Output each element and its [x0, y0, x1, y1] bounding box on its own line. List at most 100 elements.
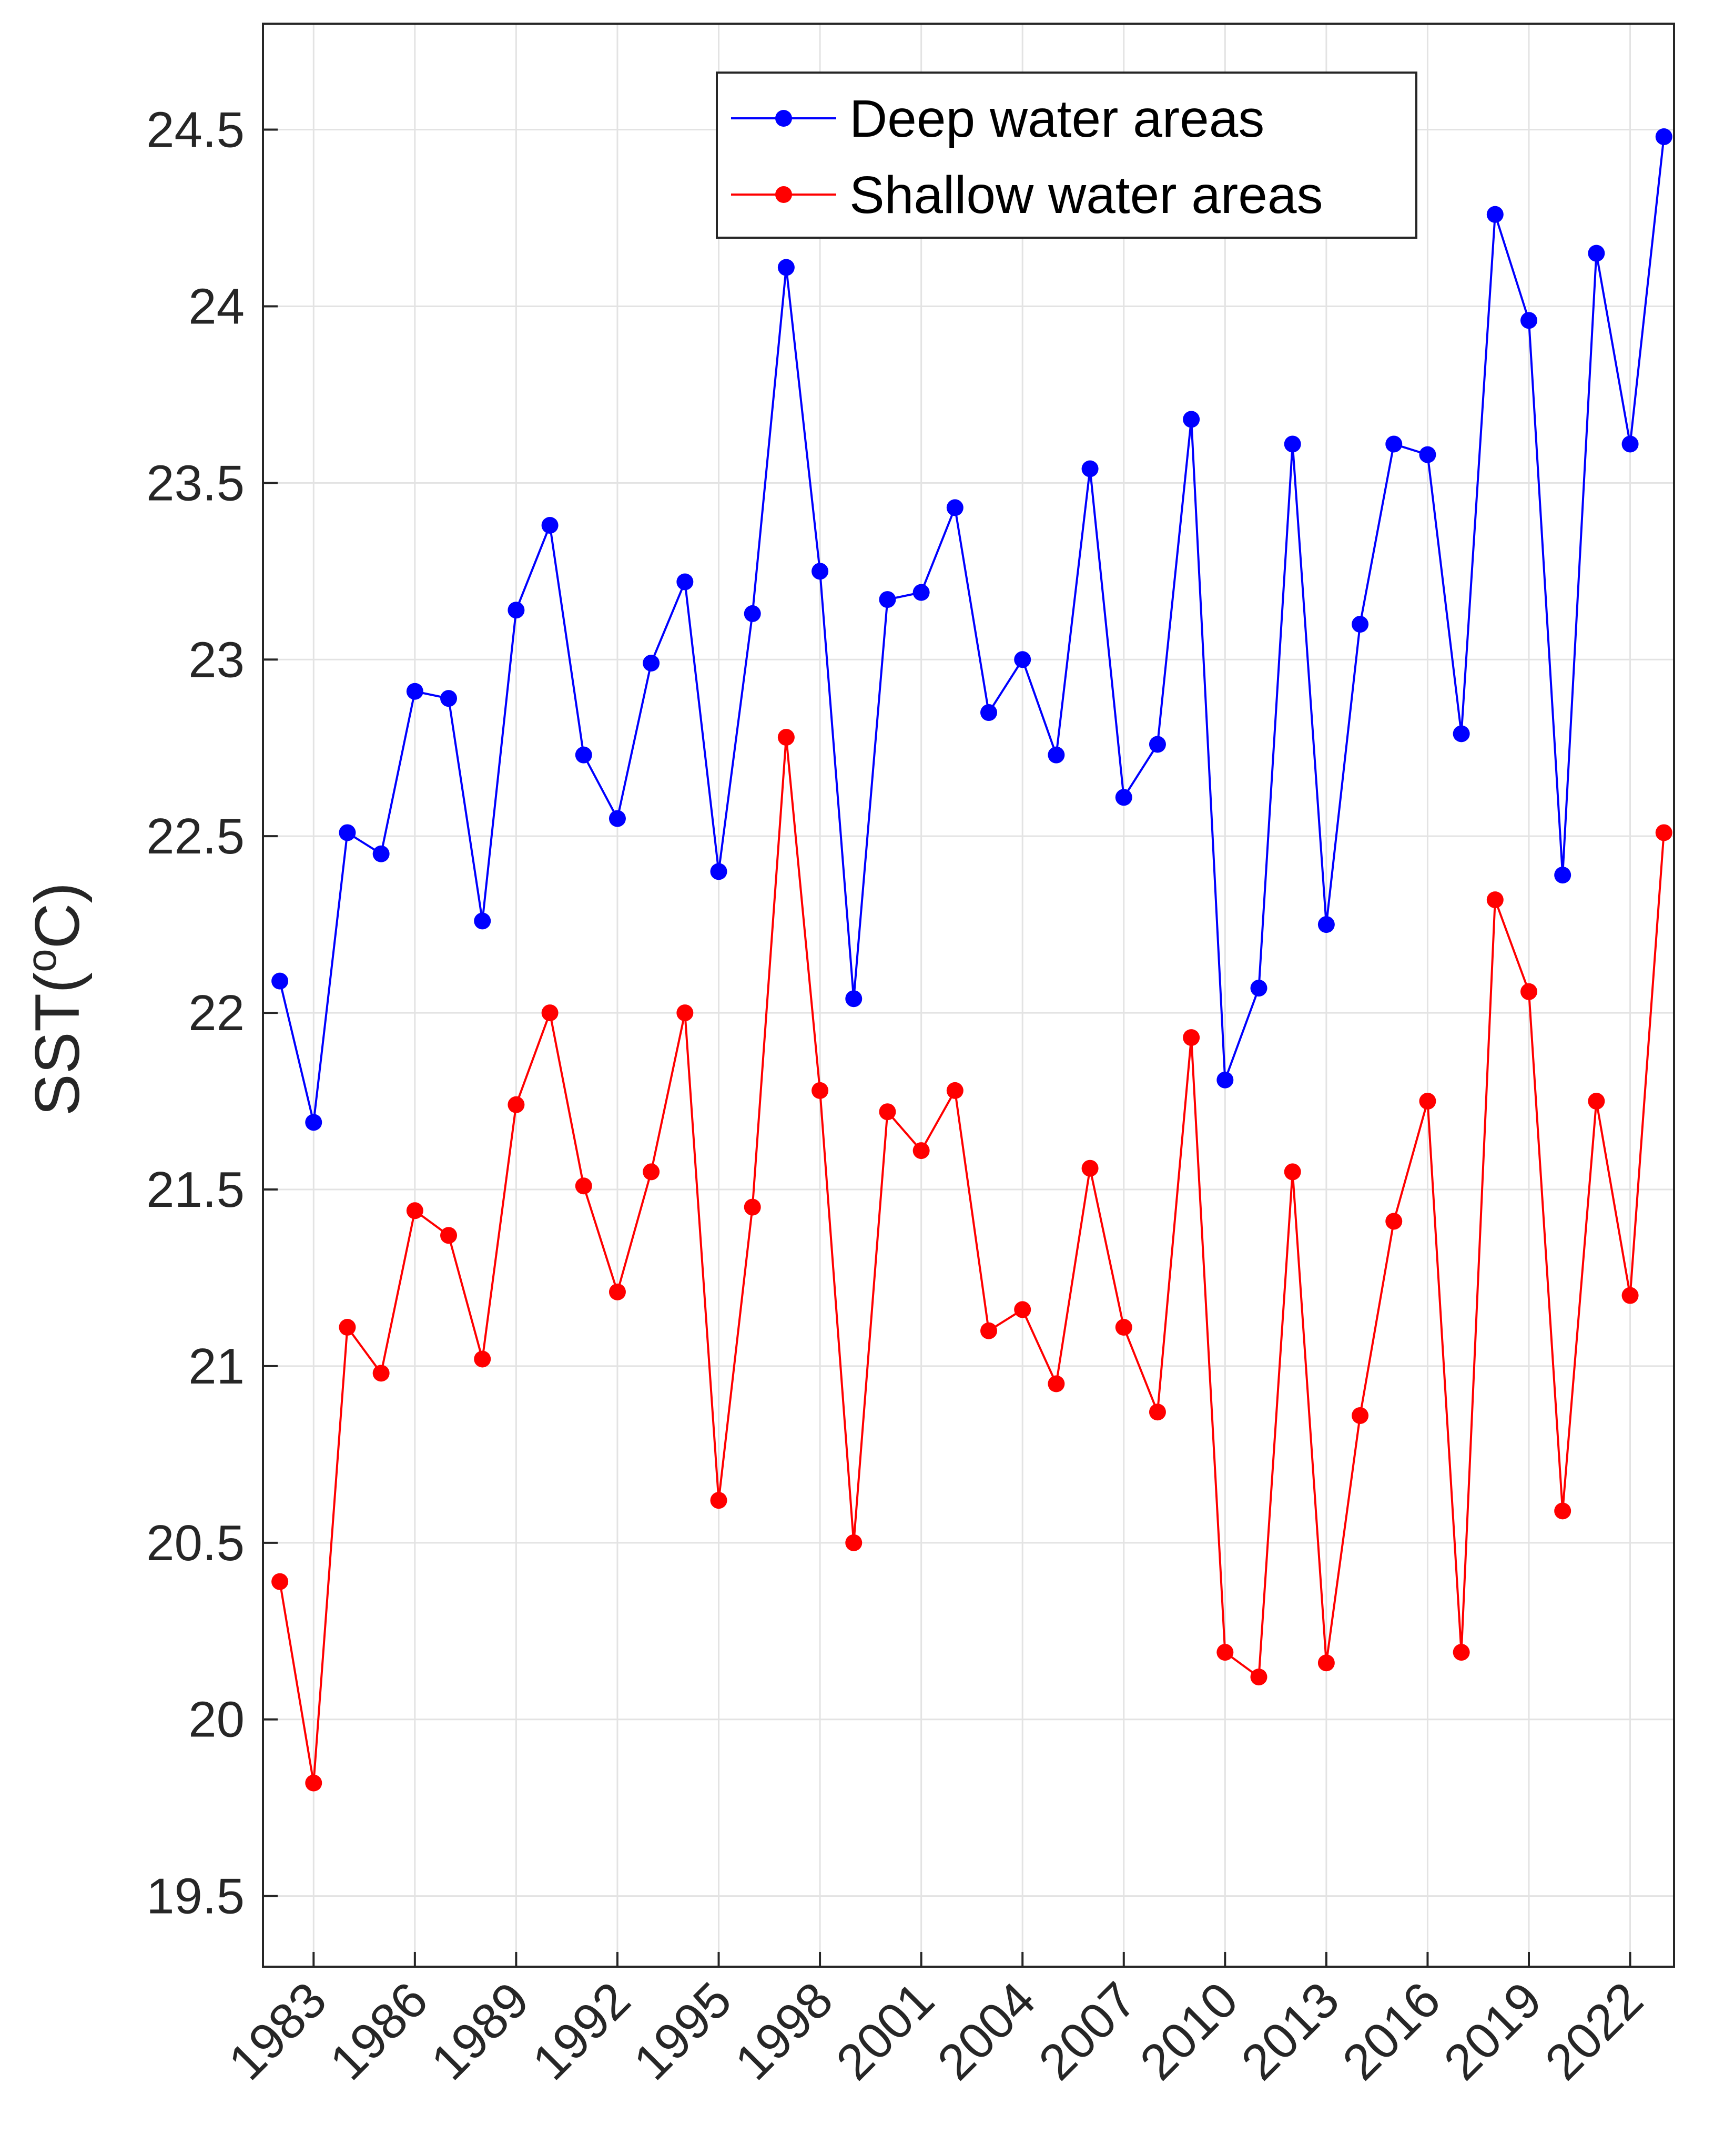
data-point [1655, 128, 1672, 145]
data-point [812, 563, 829, 580]
data-point [1385, 435, 1403, 453]
series-0 [271, 128, 1672, 1131]
y-tick-label: 19.5 [146, 1868, 245, 1925]
data-point [1183, 1029, 1200, 1046]
data-point [643, 1163, 660, 1181]
data-point [1250, 1669, 1267, 1686]
data-point [845, 1534, 863, 1551]
grid-lines [263, 24, 1674, 1967]
data-point [845, 990, 863, 1008]
data-point [608, 1283, 626, 1300]
data-point [1486, 891, 1504, 909]
data-point [575, 1177, 592, 1195]
data-point [575, 746, 592, 764]
y-tick-label: 22.5 [146, 808, 245, 865]
data-point [777, 729, 795, 746]
data-point [271, 972, 289, 990]
legend-shallow-label: Shallow water areas [849, 166, 1323, 225]
y-tick-label: 24.5 [146, 102, 245, 158]
data-point [305, 1114, 322, 1131]
data-point [777, 259, 795, 276]
data-point [1385, 1213, 1403, 1230]
data-series [271, 128, 1672, 1792]
data-point [1486, 206, 1504, 223]
y-tick-label: 23.5 [146, 455, 245, 511]
data-point [946, 1082, 964, 1099]
data-point [406, 1202, 423, 1219]
legend-shallow-marker [775, 186, 792, 203]
data-point [339, 824, 356, 841]
data-point [912, 584, 930, 601]
series-line [279, 136, 1665, 1123]
data-point [1284, 435, 1301, 453]
data-point [372, 1365, 390, 1382]
data-point [608, 810, 626, 827]
data-point [1554, 867, 1571, 884]
data-point [1149, 1404, 1166, 1421]
plot-frame [262, 23, 1675, 1968]
y-axis-label: SST(oC) [18, 882, 93, 1116]
data-point [1149, 736, 1166, 753]
data-point [1048, 1375, 1065, 1392]
data-point [406, 683, 423, 700]
data-point [474, 1350, 491, 1368]
data-point [305, 1774, 322, 1792]
data-point [372, 845, 390, 862]
data-point [1014, 1301, 1031, 1318]
y-tick-labels: 19.5 20 20.5 21 21.5 22 22.5 23 23.5 24 24.5 [146, 102, 245, 1925]
legend-deep-marker [775, 110, 792, 127]
data-point [980, 1322, 998, 1339]
data-point [1317, 916, 1335, 933]
y-tick-label: 20.5 [146, 1515, 245, 1571]
data-point [643, 654, 660, 672]
axes [262, 23, 1675, 1968]
legend-deep-label: Deep water areas [849, 89, 1264, 148]
data-point [1014, 651, 1031, 668]
data-point [1520, 983, 1537, 1000]
data-point [1419, 1093, 1436, 1110]
y-tick-label: 24 [188, 278, 245, 334]
data-point [1115, 1319, 1132, 1336]
data-point [912, 1142, 930, 1160]
data-point [676, 573, 694, 591]
y-tick-label: 22 [188, 985, 245, 1041]
data-point [1520, 312, 1537, 329]
data-point [946, 499, 964, 516]
data-point [1183, 411, 1200, 428]
data-point [541, 1004, 559, 1022]
data-point [1453, 1644, 1470, 1661]
data-point [980, 704, 998, 721]
data-point [812, 1082, 829, 1099]
y-tick-label: 20 [188, 1692, 245, 1748]
data-point [1419, 446, 1436, 463]
legend-box [716, 72, 1417, 239]
data-point [1081, 460, 1099, 477]
data-point [1216, 1644, 1234, 1661]
data-point [1554, 1502, 1571, 1520]
data-point [1621, 435, 1639, 453]
data-point [440, 690, 458, 707]
series-line [279, 737, 1665, 1783]
data-point [440, 1227, 458, 1244]
data-point [1216, 1071, 1234, 1089]
data-point [1317, 1654, 1335, 1672]
data-point [508, 1096, 525, 1113]
data-point [271, 1573, 289, 1590]
data-point [879, 591, 896, 608]
data-point [339, 1319, 356, 1336]
y-tick-label: 23 [188, 632, 245, 688]
data-point [1655, 824, 1672, 841]
data-point [744, 1198, 761, 1216]
data-point [744, 605, 761, 622]
data-point [1250, 980, 1267, 997]
data-point [1588, 245, 1605, 262]
data-point [1453, 725, 1470, 743]
data-point [710, 863, 727, 880]
legend: Deep water areas Shallow water areas [716, 72, 1417, 239]
data-point [508, 602, 525, 619]
data-point [1081, 1160, 1099, 1177]
data-point [474, 912, 491, 930]
y-tick-label: 21.5 [146, 1162, 245, 1218]
